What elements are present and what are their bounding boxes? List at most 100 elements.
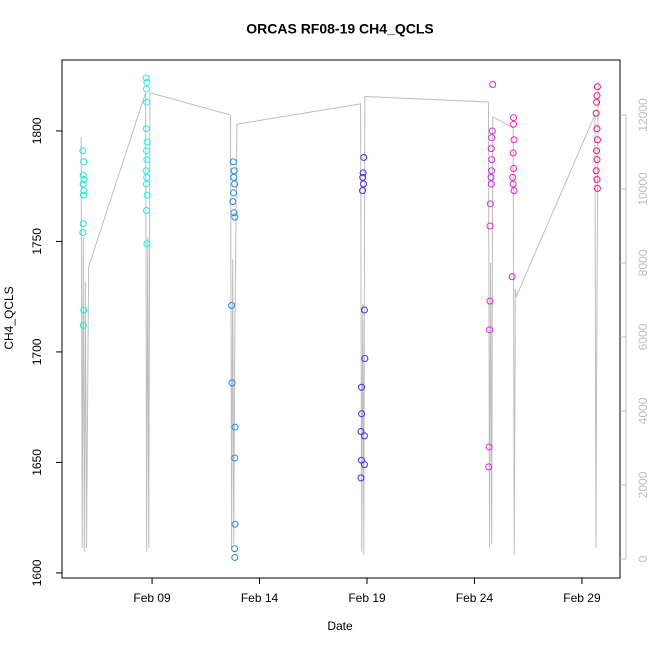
data-point [509, 180, 517, 188]
data-point [508, 273, 516, 281]
data-point [486, 326, 494, 334]
y2-tick-label: 10000 [636, 172, 650, 206]
data-point [487, 173, 495, 181]
data-point [593, 184, 601, 192]
y-tick-label: 1750 [30, 228, 44, 255]
data-point [142, 206, 150, 214]
data-point [593, 92, 601, 100]
x-axis-label: Date [327, 619, 353, 633]
data-point [79, 321, 87, 329]
data-point [143, 240, 151, 248]
data-point [509, 149, 517, 157]
x-tick-label: Feb 29 [563, 591, 601, 605]
data-point [142, 167, 150, 175]
data-point [143, 173, 151, 181]
data-point [593, 156, 601, 164]
data-point [489, 81, 497, 89]
data-point [142, 74, 150, 82]
data-point [360, 432, 368, 440]
data-point [593, 125, 601, 133]
data-point [229, 198, 237, 206]
data-point [361, 355, 369, 363]
data-point [143, 78, 151, 86]
plot-frame [61, 59, 621, 579]
data-point [359, 173, 367, 181]
data-point [142, 85, 150, 93]
y2-tick-label: 4000 [636, 397, 650, 424]
data-point [80, 176, 88, 184]
y-tick-label: 1650 [30, 449, 44, 476]
data-point [593, 83, 601, 91]
data-point [79, 220, 87, 228]
data-point [357, 383, 365, 391]
y2-tick-label: 2000 [636, 471, 650, 498]
data-point [230, 167, 238, 175]
data-point [593, 147, 601, 155]
data-point [231, 213, 239, 221]
data-point [231, 553, 239, 561]
data-point [231, 520, 239, 528]
data-point [79, 171, 87, 179]
data-point [488, 134, 496, 142]
data-point [359, 169, 367, 177]
data-point [486, 222, 494, 230]
data-point [358, 410, 366, 418]
data-point [80, 306, 88, 314]
data-point [228, 302, 236, 310]
data-point [360, 153, 368, 161]
data-point [487, 145, 495, 153]
data-point [231, 545, 239, 553]
y2-tick-label: 12000 [636, 98, 650, 132]
data-point [142, 125, 150, 133]
data-point [488, 156, 496, 164]
data-point [143, 98, 151, 106]
data-point [80, 158, 88, 166]
data-point [229, 158, 237, 166]
data-point [79, 180, 87, 188]
altitude-line [80, 81, 599, 556]
data-point [592, 109, 600, 117]
data-point [80, 187, 88, 195]
data-point [230, 189, 238, 197]
data-point [593, 136, 601, 144]
y2-tick-label: 8000 [636, 249, 650, 276]
data-point [79, 229, 87, 237]
y-tick-label: 1600 [30, 559, 44, 586]
data-point [357, 427, 365, 435]
data-point [510, 165, 518, 173]
data-point [510, 114, 518, 122]
data-point [142, 180, 150, 188]
data-point [510, 120, 518, 128]
data-point [357, 474, 365, 482]
data-point [143, 156, 151, 164]
y2-tick-label: 6000 [636, 323, 650, 350]
y-tick-label: 1700 [30, 338, 44, 365]
data-point [142, 147, 150, 155]
data-point [487, 167, 495, 175]
data-point [231, 180, 239, 188]
data-point [509, 173, 517, 181]
chart-title: ORCAS RF08-19 CH4_QCLS [246, 21, 434, 37]
x-tick-label: Feb 14 [241, 591, 279, 605]
y-tick-label: 1800 [30, 117, 44, 144]
data-point [488, 127, 496, 135]
data-point [230, 209, 238, 217]
data-point [231, 423, 239, 431]
data-point [230, 173, 238, 181]
data-point [228, 379, 236, 387]
data-point [593, 176, 601, 184]
y-axis-label: CH4_QCLS [2, 286, 16, 349]
data-point [79, 191, 87, 199]
data-point [79, 147, 87, 155]
x-tick-label: Feb 09 [133, 591, 171, 605]
data-point [360, 180, 368, 188]
data-point [360, 306, 368, 314]
data-point [487, 180, 495, 188]
data-point [231, 454, 239, 462]
data-point [485, 443, 493, 451]
data-point [486, 297, 494, 305]
data-point [593, 98, 601, 106]
data-point [358, 187, 366, 195]
x-tick-label: Feb 19 [348, 591, 386, 605]
